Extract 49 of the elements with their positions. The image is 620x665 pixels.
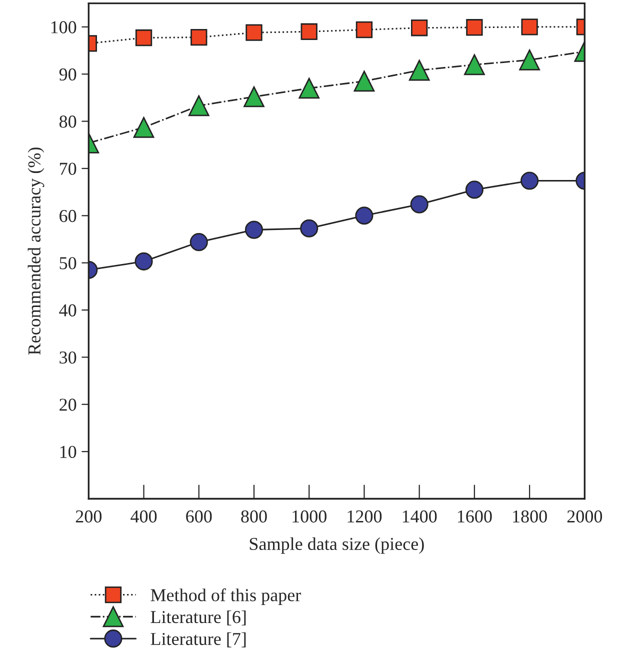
point (133, 117, 154, 138)
x-tick-label: 1600 (458, 510, 492, 523)
point (354, 70, 375, 92)
point (410, 195, 428, 214)
point (246, 24, 262, 41)
y-tick-label: 20 (60, 398, 76, 411)
point (356, 21, 373, 38)
point (408, 60, 430, 81)
legend-label: Literature [6] (150, 610, 246, 626)
x-tick-label: 1400 (402, 510, 437, 523)
x-axis-title: Sample data size (piece) (250, 537, 424, 554)
y-tick-label: 50 (60, 257, 76, 270)
y-tick-label: 70 (60, 162, 76, 175)
y-tick-label: 30 (60, 351, 76, 364)
point (520, 172, 539, 190)
point (190, 28, 208, 46)
point (410, 20, 428, 36)
x-tick-label: 600 (186, 510, 212, 523)
y-tick-label: 80 (59, 116, 76, 128)
y-tick-label: 100 (51, 21, 76, 34)
point (190, 233, 208, 252)
point (298, 78, 320, 99)
point (244, 220, 264, 239)
point (519, 50, 540, 70)
point (465, 180, 484, 199)
y-tick-label: 90 (59, 68, 76, 81)
x-tick-label: 400 (130, 510, 157, 523)
point (464, 54, 485, 76)
point (188, 95, 210, 116)
x-tick-label: 1000 (292, 510, 326, 523)
legend-label: Method of this paper (150, 588, 302, 605)
point (134, 252, 153, 270)
point (466, 19, 483, 36)
point (355, 206, 374, 225)
x-tick-label: 200 (76, 510, 102, 523)
y-axis-title: Recommended accuracy (%) (28, 148, 44, 355)
x-tick-label: 1800 (513, 510, 547, 523)
point (300, 23, 318, 40)
legend-label: Literature [7] (150, 632, 246, 648)
x-tick-label: 2000 (567, 510, 602, 523)
y-tick-label: 10 (60, 446, 76, 458)
y-tick-label: 40 (59, 304, 76, 316)
point (244, 86, 264, 108)
point (135, 29, 152, 46)
point (300, 219, 318, 238)
x-tick-label: 800 (241, 510, 267, 523)
point (521, 18, 538, 36)
x-tick-label: 1200 (348, 510, 382, 523)
y-tick-label: 60 (60, 210, 76, 222)
